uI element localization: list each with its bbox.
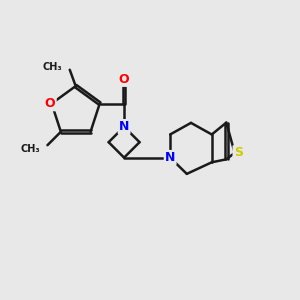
Text: CH₃: CH₃ [43, 62, 62, 72]
Text: N: N [165, 151, 175, 164]
Text: O: O [45, 97, 56, 110]
Text: N: N [119, 120, 129, 133]
Text: CH₃: CH₃ [20, 144, 40, 154]
Text: O: O [119, 73, 129, 86]
Text: S: S [234, 146, 243, 159]
